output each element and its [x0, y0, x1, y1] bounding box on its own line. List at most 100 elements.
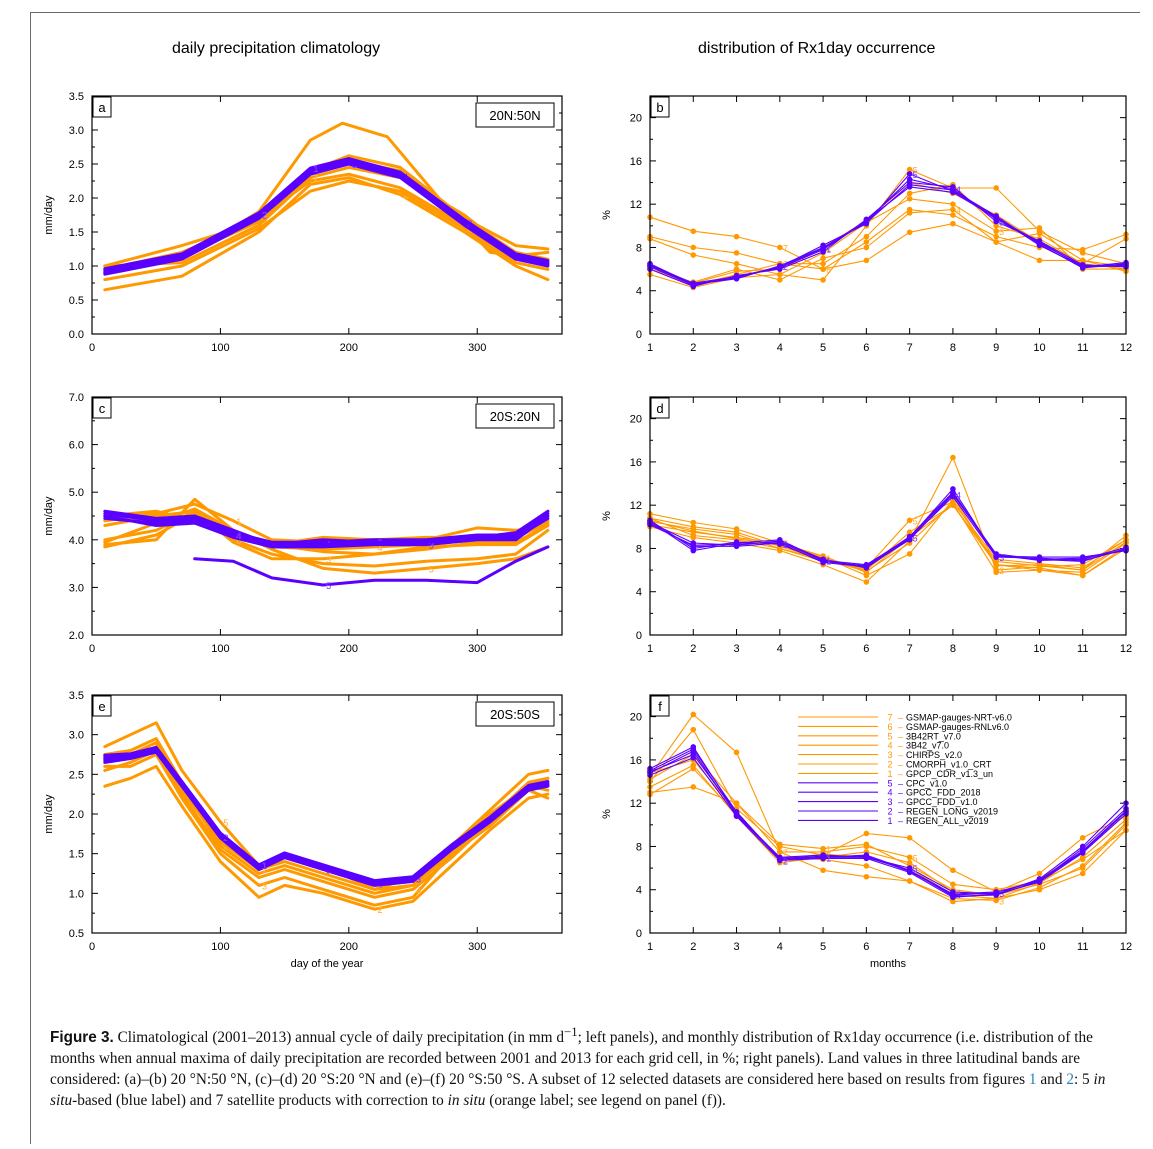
legend-dash: – [898, 731, 903, 741]
y-axis-label: mm/day [43, 794, 55, 834]
panel-letter: b [656, 100, 663, 115]
legend-entry-label: CPC_v1.0 [906, 778, 947, 788]
data-point [690, 784, 697, 790]
data-point [820, 255, 826, 262]
data-point [820, 557, 826, 564]
data-point [820, 245, 826, 252]
data-point [863, 579, 870, 585]
y-tick-label: 0.5 [69, 295, 84, 307]
data-point [863, 239, 870, 245]
y-tick-label: 5.0 [69, 487, 84, 499]
data-point [733, 273, 740, 280]
data-point [820, 854, 826, 861]
x-tick-label: 1 [647, 643, 653, 655]
panel-letter-box [92, 397, 112, 419]
x-tick-label: 1 [647, 941, 653, 953]
legend-entry-label: 3B42_v7.0 [906, 741, 949, 751]
y-tick-label: 8 [636, 242, 642, 254]
data-point [1036, 239, 1043, 245]
data-point [906, 166, 913, 173]
series-inline-label-text: 1 [826, 556, 831, 566]
series-inline-label-text: 7 [783, 848, 788, 858]
data-point [906, 190, 913, 197]
series-inline-label: 1 [262, 861, 267, 871]
series-inline-label: 1 [826, 554, 831, 564]
panel-letter-box [92, 96, 112, 118]
series-inline-label: 5 [913, 853, 918, 863]
legend-number: 4 [887, 788, 892, 798]
data-point [820, 260, 826, 267]
x-tick-label: 9 [993, 643, 999, 655]
data-point [1079, 572, 1086, 579]
series-inline-label: 3 [999, 566, 1004, 576]
series-inline-label-text: 4 [956, 490, 961, 500]
data-point [1036, 230, 1043, 237]
figure-2-link[interactable]: 2 [1066, 1071, 1074, 1089]
data-point [690, 280, 697, 286]
panel-letter-box [650, 695, 670, 717]
series-inline-label: 3 [999, 553, 1004, 563]
series-inline-label-text: 5 [913, 516, 918, 526]
series-inline-label: 7 [262, 866, 267, 876]
data-point [777, 271, 783, 278]
data-point [1079, 567, 1086, 573]
series-line-satellite-2 [103, 176, 550, 292]
series-line-satellite-5 [103, 121, 550, 275]
series-inline-label-text: 3 [999, 553, 1004, 563]
series-inline-label-text: 3 [999, 566, 1004, 576]
data-point [950, 500, 956, 506]
y-tick-label: 16 [630, 156, 642, 168]
band-label: 20S:20N [490, 409, 541, 424]
series-inline-label: 4 [956, 888, 961, 898]
data-point [690, 542, 697, 549]
y-tick-label: 0 [636, 630, 642, 642]
x-tick-label: 100 [211, 643, 229, 655]
series-inline-label-text: 3 [326, 555, 331, 565]
series-line-insitu-2 [103, 509, 550, 547]
legend-dash: – [898, 778, 903, 788]
series-inline-label-text: 4 [956, 185, 961, 195]
series-inline-label: 3 [429, 541, 434, 551]
legend-number: 7 [887, 713, 892, 723]
figure-1-link[interactable]: 1 [1028, 1071, 1037, 1089]
data-point [1079, 863, 1086, 869]
data-point [863, 873, 870, 880]
legend-dash: – [898, 797, 903, 807]
legend-entry-label: GSMAP-gauges-NRT-v6.0 [906, 713, 1012, 723]
series-inline-label: 2 [378, 905, 383, 915]
panel-letter: f [658, 699, 662, 714]
data-point [690, 244, 697, 251]
series-inline-label-text: 3 [999, 889, 1004, 899]
data-point [777, 841, 783, 848]
data-point [950, 893, 956, 900]
series-inline-label-text: 5 [913, 864, 918, 874]
y-tick-label: 0.0 [69, 329, 84, 341]
series-inline-label-text: 5 [913, 534, 918, 544]
data-point [863, 830, 870, 837]
data-point [950, 867, 956, 874]
legend-entry-label: REGEN_LONG_v2019 [906, 807, 998, 817]
band-label: 20S:50S [490, 707, 540, 722]
caption-text-3: : 5 [1073, 1071, 1094, 1089]
data-point [690, 751, 697, 758]
series-inline-label: 2 [262, 210, 267, 220]
data-point [733, 749, 740, 756]
series-line-insitu-2 [649, 491, 1127, 567]
legend-number: 2 [887, 807, 892, 817]
data-point [1079, 849, 1086, 855]
x-axis-label: months [870, 958, 907, 970]
plot-frame [649, 95, 1127, 335]
data-point [820, 277, 826, 283]
series-inline-label: 5 [223, 818, 228, 828]
y-tick-label: 4 [636, 286, 642, 298]
series-inline-label-text: 4 [956, 206, 961, 216]
data-point [863, 854, 870, 861]
data-point [1036, 561, 1043, 568]
y-tick-label: 1.0 [69, 261, 84, 273]
y-tick-label: 2.0 [69, 630, 84, 642]
legend-dash: – [898, 769, 903, 779]
caption-text-1: Climatological (2001–2013) annual cycle … [113, 1029, 565, 1047]
series-line-insitu-3 [103, 514, 550, 549]
series-inline-label: 4 [378, 543, 383, 553]
